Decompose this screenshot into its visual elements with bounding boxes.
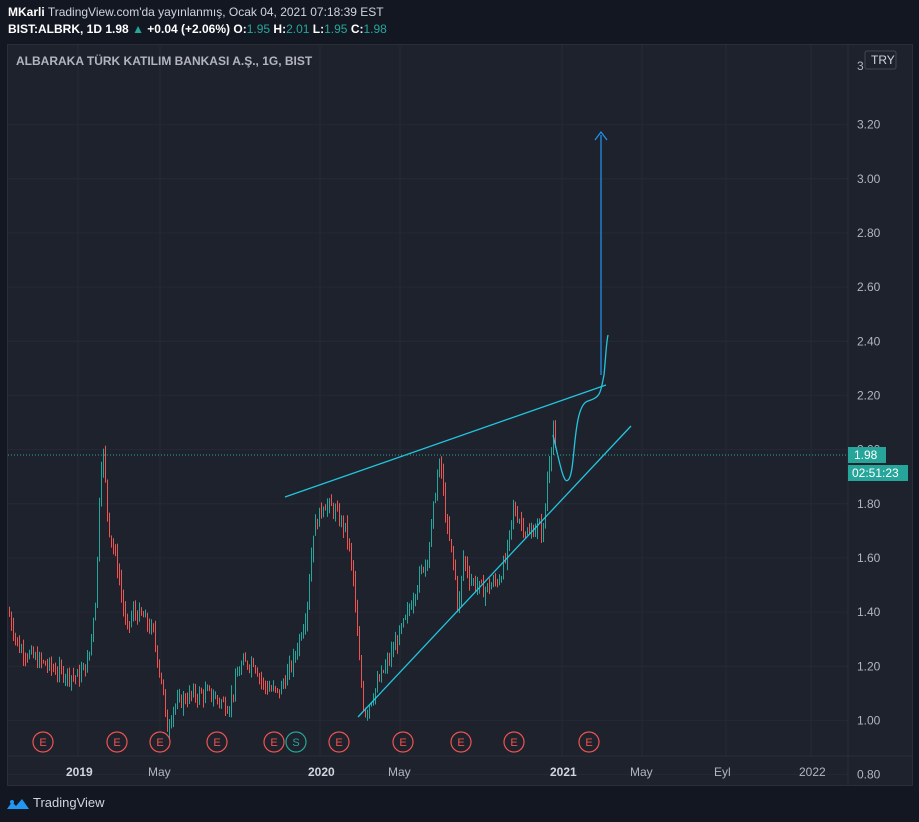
y-tick-label: 1.60 [857,551,881,565]
event-marker-label: E [457,737,464,749]
y-tick-label: 2.40 [857,334,881,348]
event-marker-label: E [335,737,342,749]
x-tick-label: May [630,765,653,779]
y-tick-label: 2.80 [857,226,881,240]
y-tick-label: 1.40 [857,605,881,619]
symbol-label[interactable]: BIST:ALBRK, 1D [8,22,103,36]
publish-info: TradingView.com'da yayınlanmış, Ocak 04,… [47,5,384,19]
open-label: O: [233,22,247,36]
tradingview-logo-icon [7,798,29,809]
publish-line: MKarli TradingView.com'da yayınlanmış, O… [8,5,384,19]
author-name[interactable]: MKarli [8,5,45,19]
y-tick-label: 1.20 [857,659,881,673]
event-marker [206,731,228,753]
ohlc-line: BIST:ALBRK, 1D 1.98 ▲ +0.04 (+2.06%) O:1… [8,22,387,36]
low-label: L: [312,22,325,36]
currency-badge[interactable]: TRY [864,50,897,70]
event-marker [392,731,414,753]
event-marker [263,731,285,753]
event-marker [149,731,171,753]
x-tick-label: May [388,765,411,779]
event-marker [106,731,128,753]
low-value: 1.95 [324,22,348,36]
price-tag: 1.98 [848,447,886,463]
change-arrow: ▲ [132,22,144,36]
x-tick-label: Eyl [714,765,731,779]
x-tick-label: 2020 [308,765,335,779]
arrow-head-icon [594,131,608,141]
x-tick-label: 2019 [66,765,93,779]
event-marker-label: E [510,737,517,749]
event-marker-label: E [113,737,120,749]
projection-curve [552,334,609,482]
y-tick-label: 1.80 [857,497,881,511]
event-marker-label: E [270,737,277,749]
event-marker-label: E [213,737,220,749]
countdown-value: 02:51:23 [852,466,899,480]
upper-trendline [284,384,607,498]
footer-bar [0,786,919,822]
y-tick-label: 3.00 [857,172,881,186]
x-tick-label: 2021 [550,765,577,779]
close-value: 1.98 [363,22,387,36]
price-chart[interactable]: ALBARAKA TÜRK KATILIM BANKASI A.Ş., 1G, … [8,45,913,786]
y-tick-label: 2.20 [857,388,881,402]
top-tick: 3 [857,59,864,73]
high-label: H: [273,22,287,36]
y-tick-label: 2.60 [857,280,881,294]
y-tick-label: 1.00 [857,713,881,727]
event-marker-label: E [585,737,592,749]
event-marker-label: E [399,737,406,749]
event-marker-label: E [156,737,163,749]
open-value: 1.95 [246,22,271,36]
last-price: 1.98 [105,22,129,36]
event-marker [32,731,54,753]
chart-header: MKarli TradingView.com'da yayınlanmış, O… [0,0,919,44]
event-marker-label: E [39,737,46,749]
high-value: 2.01 [286,22,310,36]
lower-trendline [357,425,632,718]
x-tick-label: 2022 [799,765,826,779]
change-value: +0.04 (+2.06%) [147,22,231,36]
y-tick-label: 3.20 [857,118,881,132]
event-marker [450,731,472,753]
chart-title: ALBARAKA TÜRK KATILIM BANKASI A.Ş., 1G, … [16,53,313,68]
event-marker [503,731,525,753]
x-tick-label: May [148,765,171,779]
event-marker-label: S [292,737,299,749]
countdown-tag: 02:51:23 [848,465,908,481]
event-marker [328,731,350,753]
close-label: C: [350,22,364,36]
y-tick-label: 0.80 [857,768,881,782]
currency-label: TRY [871,53,895,67]
event-marker [578,731,600,753]
event-marker [285,731,307,753]
price-tag-value: 1.98 [854,448,878,462]
brand-label: TradingView [33,795,105,810]
tradingview-brand[interactable]: TradingView [6,795,105,811]
chart-pane[interactable]: ALBARAKA TÜRK KATILIM BANKASI A.Ş., 1G, … [7,44,913,786]
